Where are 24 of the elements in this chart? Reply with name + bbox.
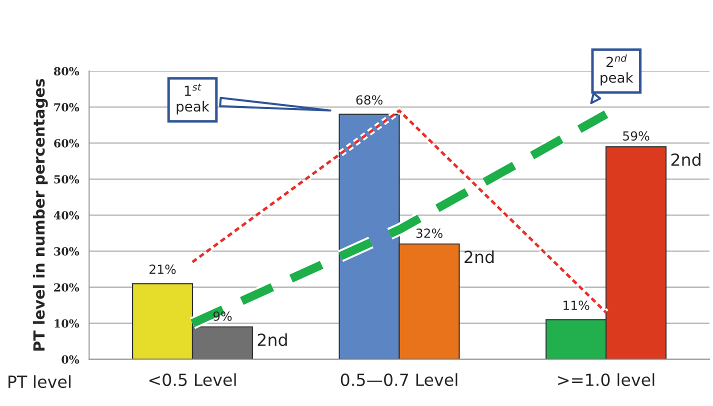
data-label: 59% (623, 131, 650, 141)
y-tick-label: 80% (54, 67, 80, 76)
y-tick-label: 50% (54, 175, 80, 184)
data-label: 68% (356, 95, 382, 105)
annotation: 1$^{st}$ peak (176, 84, 210, 114)
x-tick-label: 0.5—0.7 Level (340, 373, 458, 386)
y-tick-label: 10% (54, 319, 80, 328)
x-axis-title: PT level (8, 375, 71, 388)
annotation: 2nd (464, 250, 494, 264)
y-axis-title: PT level in number percentages (32, 79, 48, 351)
y-tick-label: 0% (62, 355, 80, 364)
x-tick-label: >=1.0 level (558, 373, 654, 386)
data-label: 32% (416, 228, 442, 238)
annotation: 2$^{nd}$ peak (600, 54, 634, 86)
y-tick-label: 30% (54, 247, 80, 256)
data-label: 11% (564, 300, 590, 310)
data-label: 21% (150, 264, 176, 274)
y-tick-label: 70% (54, 103, 80, 112)
annotation: 2nd (671, 153, 700, 166)
y-tick-label: 40% (54, 211, 80, 220)
annotation: 2nd (258, 333, 287, 346)
x-tick-label: <0.5 Level (149, 373, 236, 386)
y-tick-label: 20% (54, 283, 80, 292)
y-tick-label: 60% (54, 139, 80, 148)
